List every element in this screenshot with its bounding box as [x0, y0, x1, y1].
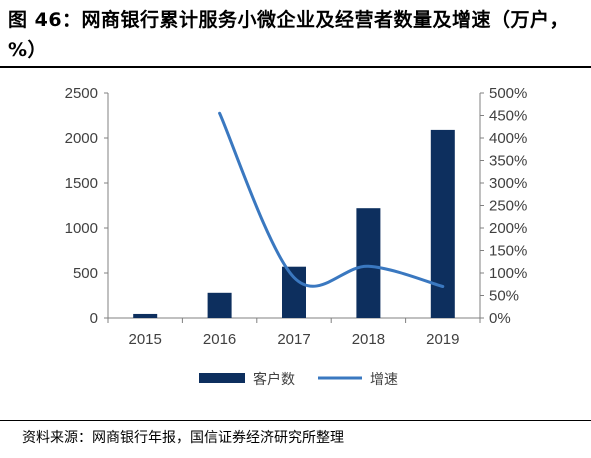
x-tick-label: 2017	[277, 331, 310, 348]
growth-line	[218, 111, 445, 288]
x-axis-ticks: 2015 2016 2017 2018 2019	[107, 318, 481, 348]
right-tick-label: 250%	[489, 198, 527, 215]
left-tick-label: 1500	[65, 175, 98, 192]
bar	[356, 208, 381, 318]
left-axis-ticks: 0 500 1000 1500 2000 2500	[65, 85, 108, 327]
right-tick-label: 500%	[489, 85, 527, 102]
right-tick-label: 0%	[489, 310, 511, 327]
combo-chart: 0 500 1000 1500 2000 2500 0% 50% 100% 150% 200% 25…	[65, 85, 528, 388]
x-tick-label: 2018	[352, 331, 385, 348]
left-tick-label: 0	[90, 310, 98, 327]
right-axis-ticks: 0% 50% 100% 150% 200% 250% 300% 350% 400% 450% 500…	[480, 85, 527, 327]
bar	[430, 129, 455, 318]
source-rule	[0, 420, 591, 421]
right-tick-label: 350%	[489, 153, 527, 170]
right-tick-label: 50%	[489, 288, 519, 305]
left-tick-label: 2500	[65, 85, 98, 102]
legend: 客户数 增速	[199, 371, 398, 388]
right-tick-label: 150%	[489, 243, 527, 260]
title-rule	[0, 66, 591, 68]
x-tick-label: 2016	[203, 331, 236, 348]
legend-line-label: 增速	[370, 372, 398, 388]
legend-bar-label: 客户数	[253, 371, 295, 388]
bar	[207, 292, 232, 318]
line-series	[218, 111, 445, 288]
left-tick-label: 500	[73, 265, 98, 282]
right-tick-label: 300%	[489, 175, 527, 192]
left-tick-label: 2000	[65, 130, 98, 147]
legend-bar-swatch	[199, 373, 245, 383]
bar	[133, 313, 158, 318]
left-tick-label: 1000	[65, 220, 98, 237]
chart-title: 图 46：网商银行累计服务小微企业及经营者数量及增速（万户，%）	[8, 9, 570, 61]
source-note: 资料来源：网商银行年报，国信证券经济研究所整理	[22, 430, 344, 446]
bar-series	[133, 129, 455, 318]
x-tick-label: 2019	[426, 331, 459, 348]
right-tick-label: 400%	[489, 130, 527, 147]
right-tick-label: 450%	[489, 108, 527, 125]
right-tick-label: 200%	[489, 220, 527, 237]
right-tick-label: 100%	[489, 265, 527, 282]
x-tick-label: 2015	[129, 331, 162, 348]
bar	[282, 266, 306, 318]
